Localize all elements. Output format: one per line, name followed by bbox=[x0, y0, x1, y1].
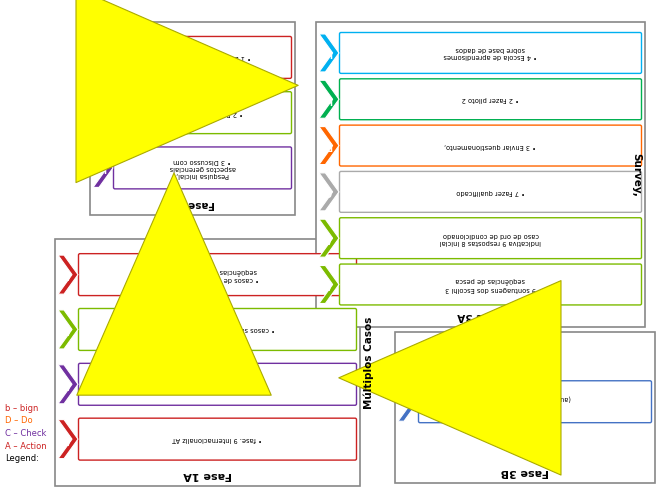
Text: C – Check: C – Check bbox=[5, 429, 46, 438]
Text: • seqüencias inicial DaBio ET: • seqüencias inicial DaBio ET bbox=[169, 381, 266, 387]
Text: • 7 Fazer qualificado: • 7 Fazer qualificado bbox=[456, 189, 525, 195]
FancyBboxPatch shape bbox=[79, 254, 356, 296]
Text: A – Action: A – Action bbox=[5, 442, 47, 450]
Polygon shape bbox=[93, 148, 113, 187]
FancyBboxPatch shape bbox=[340, 79, 641, 120]
Text: A: A bbox=[65, 270, 71, 279]
FancyBboxPatch shape bbox=[114, 92, 292, 134]
FancyBboxPatch shape bbox=[340, 171, 641, 212]
Text: • casos de ord 19361 II e
seqüências com 2 mow: • casos de ord 19361 II e seqüências com… bbox=[176, 267, 259, 282]
Text: 9 sontuagens dos Escolhi 3
seqüências de pesca: 9 sontuagens dos Escolhi 3 seqüências de… bbox=[445, 277, 536, 292]
Text: b – bign: b – bign bbox=[5, 404, 38, 412]
Polygon shape bbox=[319, 173, 339, 211]
Text: • fase. 9 Internacionaliz AT: • fase. 9 Internacionaliz AT bbox=[173, 436, 262, 442]
FancyBboxPatch shape bbox=[418, 381, 652, 423]
Text: D: D bbox=[325, 141, 332, 150]
Polygon shape bbox=[93, 93, 113, 132]
FancyBboxPatch shape bbox=[340, 125, 641, 166]
Text: Survey,: Survey, bbox=[631, 153, 641, 197]
FancyBboxPatch shape bbox=[316, 22, 645, 327]
Text: • casos são alizilão dos fazer IT 21: • casos são alizilão dos fazer IT 21 bbox=[159, 326, 276, 332]
Text: D – Do: D – Do bbox=[5, 416, 32, 425]
Text: A: A bbox=[326, 280, 332, 289]
Text: b: b bbox=[100, 53, 106, 62]
Text: Fase 1B: Fase 1B bbox=[170, 199, 215, 209]
Text: • 4 Escola de aprendisomes
sobre base de dados: • 4 Escola de aprendisomes sobre base de… bbox=[444, 46, 537, 60]
FancyBboxPatch shape bbox=[114, 147, 292, 189]
Polygon shape bbox=[58, 420, 78, 459]
Polygon shape bbox=[319, 126, 339, 164]
FancyBboxPatch shape bbox=[55, 240, 360, 486]
Text: b: b bbox=[326, 95, 332, 104]
FancyBboxPatch shape bbox=[79, 364, 356, 405]
Text: • 1 Escolha tema de escola 1: • 1 Escolha tema de escola 1 bbox=[154, 55, 251, 61]
Text: A: A bbox=[65, 380, 71, 389]
Text: A: A bbox=[326, 234, 332, 243]
Polygon shape bbox=[58, 310, 78, 349]
FancyBboxPatch shape bbox=[79, 308, 356, 350]
Text: C: C bbox=[326, 187, 332, 196]
FancyBboxPatch shape bbox=[90, 22, 295, 215]
Polygon shape bbox=[319, 219, 339, 257]
Text: • 3 Enviar questionamento,: • 3 Enviar questionamento, bbox=[444, 142, 537, 148]
FancyBboxPatch shape bbox=[340, 33, 641, 73]
Polygon shape bbox=[319, 80, 339, 118]
FancyBboxPatch shape bbox=[79, 418, 356, 460]
Text: b: b bbox=[100, 108, 106, 117]
Polygon shape bbox=[58, 365, 78, 404]
Polygon shape bbox=[319, 34, 339, 72]
Text: Fase 3A: Fase 3A bbox=[457, 311, 504, 322]
Text: A: A bbox=[65, 435, 71, 444]
Text: b: b bbox=[326, 48, 332, 58]
FancyBboxPatch shape bbox=[395, 332, 655, 483]
Text: b: b bbox=[405, 397, 411, 406]
Polygon shape bbox=[319, 265, 339, 304]
Polygon shape bbox=[58, 255, 78, 294]
Text: Fase 1A: Fase 1A bbox=[183, 470, 232, 480]
Polygon shape bbox=[93, 38, 113, 77]
Text: indicativa 9 respostas 8 inicial
caso de ord de condicionado: indicativa 9 respostas 8 inicial caso de… bbox=[440, 232, 541, 244]
Text: Fase 3B: Fase 3B bbox=[501, 468, 549, 477]
Text: Legend:: Legend: bbox=[5, 454, 39, 463]
Text: • 2 Fazer piloto 2: • 2 Fazer piloto 2 bbox=[462, 96, 519, 102]
Text: Tecnologia10
(autor) modelo (total): Tecnologia10 (autor) modelo (total) bbox=[498, 395, 572, 408]
Text: b: b bbox=[100, 163, 106, 172]
FancyBboxPatch shape bbox=[114, 37, 292, 79]
Text: Múltiplos Casos: Múltiplos Casos bbox=[364, 317, 374, 409]
FancyBboxPatch shape bbox=[340, 218, 641, 259]
Text: A: A bbox=[65, 325, 71, 334]
Text: • 2 Revisar de literaturi,: • 2 Revisar de literaturi, bbox=[163, 110, 243, 116]
FancyBboxPatch shape bbox=[340, 264, 641, 305]
Text: Pesquisa inicial,
aspectos gerenciais
• 3 Discusso com: Pesquisa inicial, aspectos gerenciais • … bbox=[169, 158, 236, 178]
Polygon shape bbox=[398, 382, 418, 421]
